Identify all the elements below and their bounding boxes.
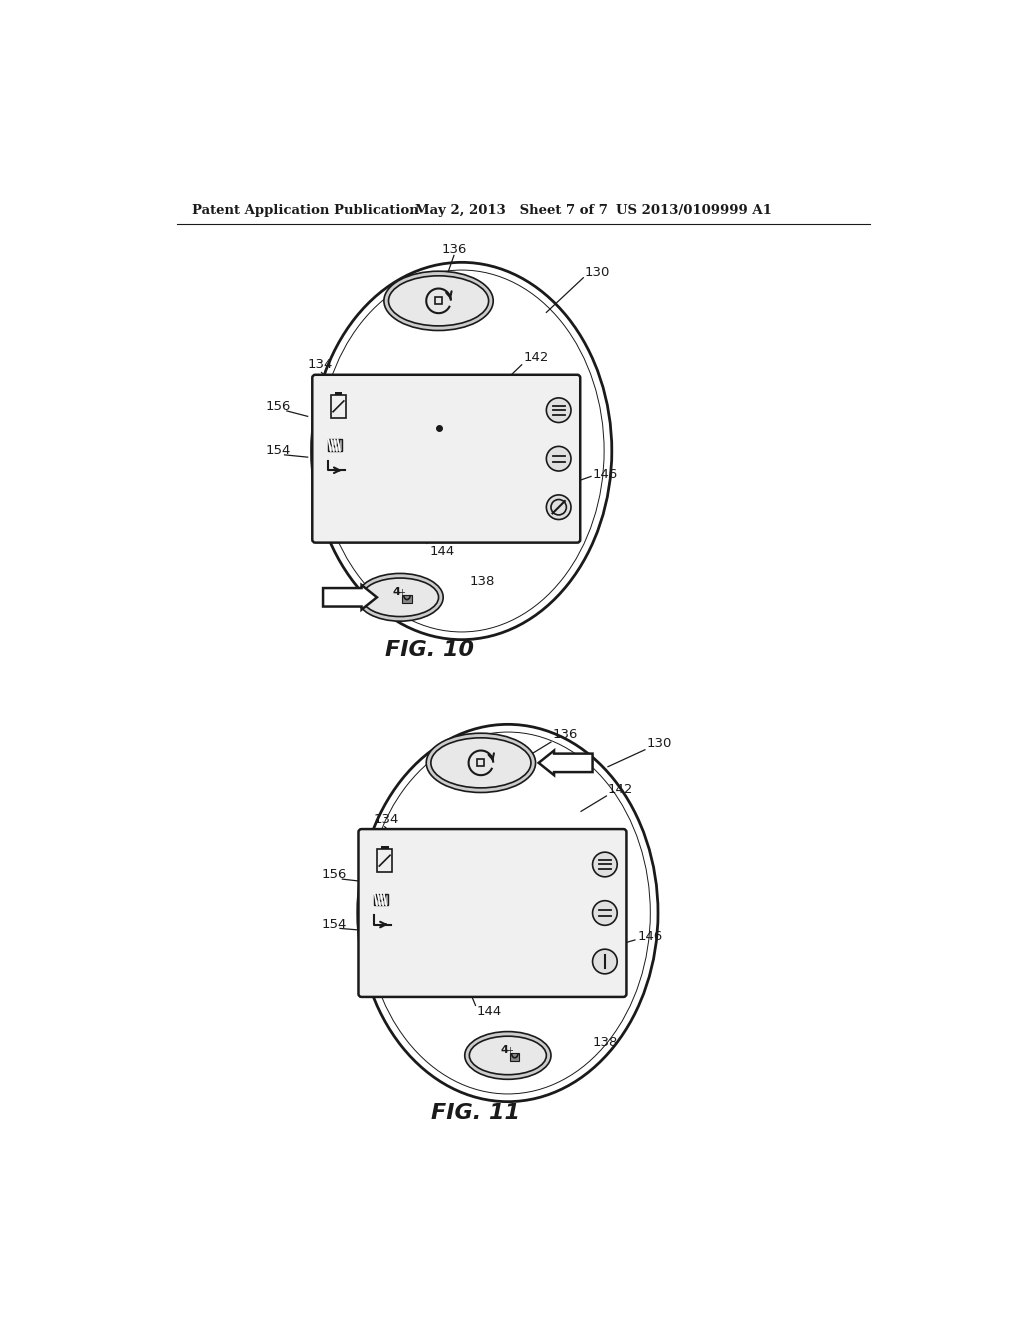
Ellipse shape	[357, 573, 443, 622]
Ellipse shape	[357, 725, 658, 1102]
Bar	[510, 1053, 519, 1061]
Ellipse shape	[426, 733, 536, 792]
Text: FIG. 11: FIG. 11	[431, 1104, 520, 1123]
Bar	[435, 297, 442, 305]
Text: FIG. 10: FIG. 10	[385, 640, 474, 660]
Text: Patent Application Publication: Patent Application Publication	[193, 205, 419, 218]
Ellipse shape	[311, 263, 611, 640]
Bar	[402, 595, 412, 603]
Bar	[328, 440, 342, 451]
Bar	[477, 759, 484, 767]
Text: 134: 134	[373, 813, 398, 825]
Circle shape	[547, 446, 571, 471]
Text: 146: 146	[593, 467, 617, 480]
Circle shape	[547, 397, 571, 422]
FancyBboxPatch shape	[312, 375, 581, 543]
Ellipse shape	[431, 738, 531, 788]
Text: 136: 136	[441, 243, 467, 256]
FancyBboxPatch shape	[358, 829, 627, 997]
Text: 130: 130	[646, 737, 672, 750]
Text: 146: 146	[637, 929, 663, 942]
Bar	[377, 849, 392, 873]
Ellipse shape	[388, 276, 488, 326]
Text: 4: 4	[392, 587, 400, 597]
Text: 154: 154	[265, 445, 291, 458]
Text: 144: 144	[429, 545, 455, 557]
Text: May 2, 2013   Sheet 7 of 7: May 2, 2013 Sheet 7 of 7	[416, 205, 608, 218]
Text: +: +	[398, 587, 406, 597]
FancyArrow shape	[323, 585, 377, 610]
Ellipse shape	[465, 1032, 551, 1080]
Text: 138: 138	[469, 576, 495, 589]
Text: 130: 130	[585, 265, 610, 279]
Text: 154: 154	[322, 917, 347, 931]
Bar	[374, 894, 388, 906]
Text: US 2013/0109999 A1: US 2013/0109999 A1	[615, 205, 771, 218]
Ellipse shape	[361, 578, 438, 616]
Ellipse shape	[469, 1036, 547, 1074]
Bar	[331, 395, 346, 418]
Circle shape	[547, 495, 571, 520]
Text: 136: 136	[553, 727, 578, 741]
Text: 142: 142	[523, 351, 549, 363]
FancyArrow shape	[539, 751, 593, 775]
Text: 142: 142	[608, 783, 633, 796]
Text: 156: 156	[322, 869, 347, 880]
Text: 4: 4	[500, 1045, 508, 1055]
Text: 138: 138	[593, 1036, 617, 1049]
Bar	[335, 392, 342, 395]
Text: 156: 156	[265, 400, 291, 413]
Text: +: +	[506, 1047, 513, 1055]
Ellipse shape	[384, 271, 494, 330]
Bar	[381, 846, 388, 849]
Text: 134: 134	[307, 358, 333, 371]
Text: 144: 144	[477, 1005, 503, 1018]
Circle shape	[593, 900, 617, 925]
Circle shape	[593, 949, 617, 974]
Circle shape	[593, 853, 617, 876]
